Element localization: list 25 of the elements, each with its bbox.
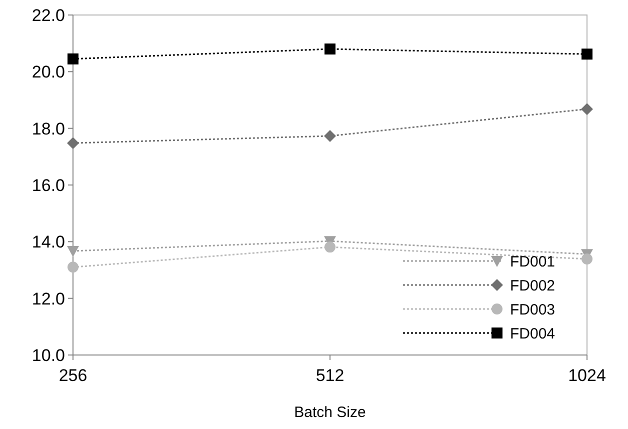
point [67,137,79,150]
x-tick-label: 256 [58,366,88,385]
point [324,130,336,142]
y-tick-label: 18.0 [32,119,65,138]
legend-label: FD003 [510,301,556,318]
point [582,48,592,60]
point [68,53,78,64]
x-tick-label: 1024 [568,366,606,385]
y-tick-label: 10.0 [32,346,65,365]
point [324,44,336,54]
legend-label: FD004 [510,325,556,342]
x-axis-title: Batch Size [294,404,366,421]
y-tick-label: 14.0 [32,232,65,252]
point [582,253,592,264]
y-tick-label: 16.0 [32,176,65,195]
point [68,262,78,273]
y-tick-label: 22.0 [32,6,65,25]
point [581,103,593,116]
x-tick-label: 512 [316,366,344,385]
legend-label: FD001 [510,253,556,270]
point [67,246,79,258]
y-tick-label: 12.0 [32,289,65,308]
legend-label: FD002 [510,277,556,294]
point [324,242,336,253]
y-tick-label: 20.0 [32,62,65,82]
